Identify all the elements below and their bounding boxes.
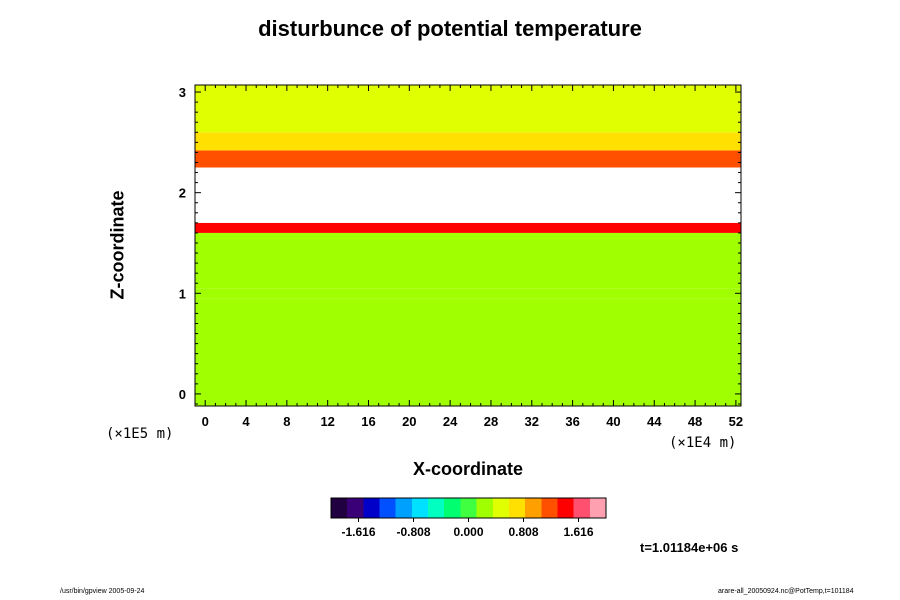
footer-command: /usr/bin/gpview 2005-09-24 xyxy=(60,588,145,595)
x-tick-label: 20 xyxy=(402,414,416,429)
heatmap-band xyxy=(195,85,741,133)
heatmap-band xyxy=(195,298,741,406)
heatmap-band xyxy=(195,232,741,289)
colorbar-tick-label: 1.616 xyxy=(563,525,593,539)
x-tick-label: 8 xyxy=(283,414,290,429)
colorbar-tick-label: 0.808 xyxy=(508,525,538,539)
heatmap-band xyxy=(195,222,741,233)
x-tick-label: 0 xyxy=(202,414,209,429)
heatmap-field xyxy=(195,85,741,406)
x-axis-title: X-coordinate xyxy=(412,459,523,479)
y-scale-label: (×1E5 m) xyxy=(106,426,174,442)
x-tick-label: 52 xyxy=(729,414,743,429)
colorbar-tick-label: 0.000 xyxy=(453,525,483,539)
colorbar-tick-label: -0.808 xyxy=(396,525,430,539)
colorbar-tick-label: -1.616 xyxy=(341,525,375,539)
x-axis: 0 4 8 12 16 20 24 28 32 36 40 44 48 52 xyxy=(202,85,743,429)
x-tick-label: 40 xyxy=(606,414,620,429)
x-tick-label: 4 xyxy=(242,414,250,429)
y-tick-label: 3 xyxy=(179,85,186,100)
heatmap-band xyxy=(195,132,741,151)
y-tick-label: 2 xyxy=(179,186,186,201)
heatmap-band xyxy=(195,167,741,223)
x-tick-label: 36 xyxy=(565,414,579,429)
x-tick-label: 12 xyxy=(320,414,334,429)
x-tick-label: 44 xyxy=(647,414,662,429)
chart-title: disturbunce of potential temperature xyxy=(258,16,642,41)
y-axis: 0 1 2 3 xyxy=(179,85,741,405)
x-scale-label: (×1E4 m) xyxy=(669,435,737,451)
x-tick-label: 48 xyxy=(688,414,702,429)
colorbar-ticks: -1.616 -0.808 0.000 0.808 1.616 xyxy=(341,518,594,539)
x-tick-label: 32 xyxy=(525,414,539,429)
heatmap-band xyxy=(195,150,741,168)
colorbar xyxy=(330,497,607,519)
footer-source: arare-all_20050924.nc@PotTemp,t=101184 xyxy=(718,588,854,595)
y-tick-label: 0 xyxy=(179,387,186,402)
x-tick-label: 28 xyxy=(484,414,498,429)
plot-frame xyxy=(194,84,742,407)
x-tick-label: 16 xyxy=(361,414,375,429)
time-label: t=1.01184e+06 s xyxy=(640,540,739,555)
y-tick-label: 1 xyxy=(179,286,186,301)
heatmap-band xyxy=(195,288,741,299)
x-tick-label: 24 xyxy=(443,414,458,429)
